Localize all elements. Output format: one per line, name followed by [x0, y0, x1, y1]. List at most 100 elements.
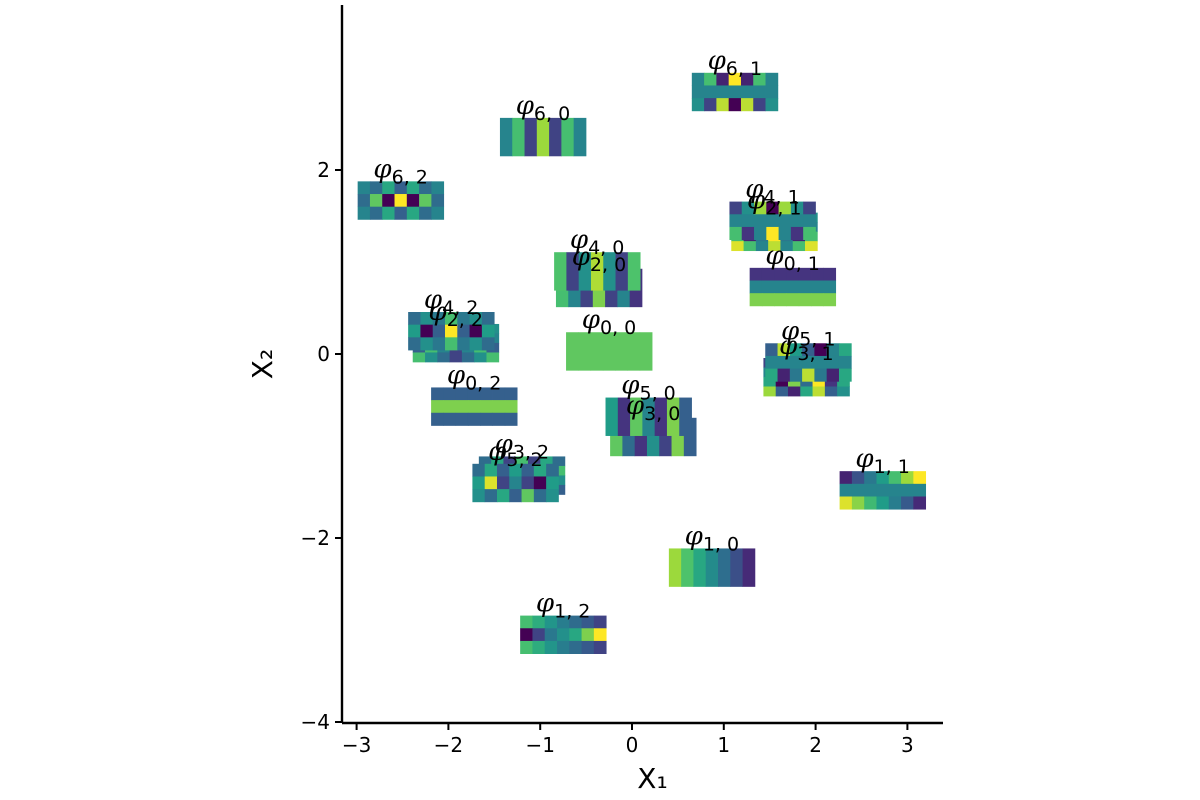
- heatmap-cell: [533, 463, 547, 477]
- heatmap-cell: [509, 476, 522, 490]
- heatmap-cell: [824, 386, 838, 397]
- point-label-subscript: 2, 1: [765, 198, 801, 220]
- heatmap-cell: [716, 72, 730, 86]
- point-label: φ1, 1: [855, 444, 909, 478]
- heatmap-cell: [472, 463, 486, 477]
- heatmap-cell: [691, 72, 705, 86]
- heatmap-cell: [765, 343, 778, 357]
- heatmap-cell: [503, 456, 517, 467]
- heatmap-cell: [839, 471, 853, 485]
- point-label: φ6, 1: [708, 46, 762, 80]
- heatmap-cell: [627, 252, 641, 291]
- heatmap-cell: [754, 226, 767, 240]
- heatmap-cell: [798, 293, 812, 307]
- point-label-subscript: 6, 1: [726, 58, 762, 80]
- heatmap-cell: [431, 412, 444, 426]
- heatmap-cell: [691, 98, 705, 112]
- heatmap-cell: [540, 456, 553, 467]
- x-tick-label: 3: [901, 733, 914, 757]
- heatmap-cell: [504, 400, 518, 414]
- heatmap-cell: [593, 640, 607, 654]
- x-tick-label: 0: [626, 733, 639, 757]
- heatmap-cell: [754, 214, 767, 228]
- heatmap-cell: [876, 471, 890, 485]
- heatmap-cell: [394, 206, 408, 220]
- heatmap-cell: [668, 548, 682, 587]
- heatmap-cell: [492, 400, 506, 414]
- y-tick-label: −4: [301, 710, 330, 734]
- heatmap-cell: [406, 194, 420, 208]
- heatmap-cell: [811, 267, 824, 281]
- heatmap-cell: [432, 337, 446, 351]
- point-label: φ5, 1: [781, 316, 835, 350]
- point-label-subscript: 0, 2: [465, 372, 501, 394]
- heatmap-cell: [789, 368, 803, 382]
- heatmap-cell: [524, 117, 538, 157]
- heatmap-cell: [704, 85, 717, 99]
- heatmap-cell: [469, 312, 483, 326]
- heatmap-cell: [478, 456, 492, 467]
- heatmap-cell: [790, 226, 804, 240]
- point-label-subscript: 4, 0: [588, 237, 624, 259]
- heatmap-cell: [901, 471, 914, 485]
- heatmap-cell: [742, 548, 756, 587]
- heatmap-cell: [716, 98, 730, 112]
- heatmap-cell: [765, 368, 778, 382]
- heatmap-cell: [593, 628, 607, 642]
- heatmap-cell: [803, 214, 816, 228]
- heatmap-cell: [520, 615, 533, 629]
- heatmap-cell: [474, 352, 487, 363]
- heatmap-cell: [369, 194, 383, 208]
- heatmap-cell: [814, 343, 828, 357]
- y-axis-label: X₂: [246, 349, 279, 379]
- point-label-subscript: 2, 2: [447, 309, 483, 331]
- heatmap-cell: [811, 280, 824, 294]
- heatmap-cell: [755, 241, 769, 252]
- heatmap-cell: [546, 489, 559, 503]
- point-heatmap: [499, 117, 587, 157]
- heatmap-cell: [823, 267, 837, 281]
- point-label: φ4, 0: [570, 225, 624, 259]
- heatmap-cell: [605, 397, 619, 436]
- point-label-subscript: 1, 0: [703, 533, 739, 555]
- heatmap-cell: [569, 615, 582, 629]
- heatmap-cell: [566, 252, 580, 291]
- heatmap-cell: [457, 324, 470, 338]
- point-label-subscript: 4, 2: [442, 297, 478, 319]
- point-label-subscript: 4, 1: [763, 187, 799, 209]
- heatmap-cell: [839, 483, 853, 497]
- point-label: φ0, 2: [447, 360, 501, 394]
- heatmap-cell: [789, 355, 803, 370]
- heatmap-cell: [774, 280, 787, 294]
- heatmap-cell: [627, 332, 641, 371]
- heatmap-cell: [693, 548, 707, 587]
- heatmap-cell: [496, 476, 510, 490]
- heatmap-cell: [728, 72, 742, 86]
- heatmap-cell: [729, 226, 743, 240]
- heatmap-cell: [705, 548, 719, 587]
- point-heatmap: [431, 387, 518, 426]
- heatmap-cell: [455, 400, 469, 414]
- heatmap-cell: [420, 312, 434, 326]
- heatmap-cell: [499, 117, 513, 157]
- heatmap-cell: [357, 206, 371, 220]
- x-tick-label: 2: [809, 733, 822, 757]
- heatmap-cell: [805, 241, 818, 252]
- heatmap-cell: [812, 386, 826, 397]
- heatmap-cell: [642, 397, 656, 436]
- heatmap-cell: [753, 98, 766, 112]
- heatmap-cell: [777, 368, 791, 382]
- heatmap-cell: [851, 471, 865, 485]
- heatmap-cell: [803, 201, 816, 215]
- heatmap-cell: [469, 324, 483, 338]
- x-tick-label: −3: [342, 733, 371, 757]
- heatmap-cell: [532, 628, 546, 642]
- heatmap-cell: [445, 312, 458, 326]
- point-heatmap: [691, 72, 779, 112]
- heatmap-cell: [761, 280, 775, 294]
- heatmap-cell: [546, 463, 559, 477]
- heatmap-cell: [419, 206, 432, 220]
- heatmap-cell: [520, 628, 533, 642]
- point-heatmap: [765, 343, 852, 382]
- heatmap-cell: [812, 377, 826, 387]
